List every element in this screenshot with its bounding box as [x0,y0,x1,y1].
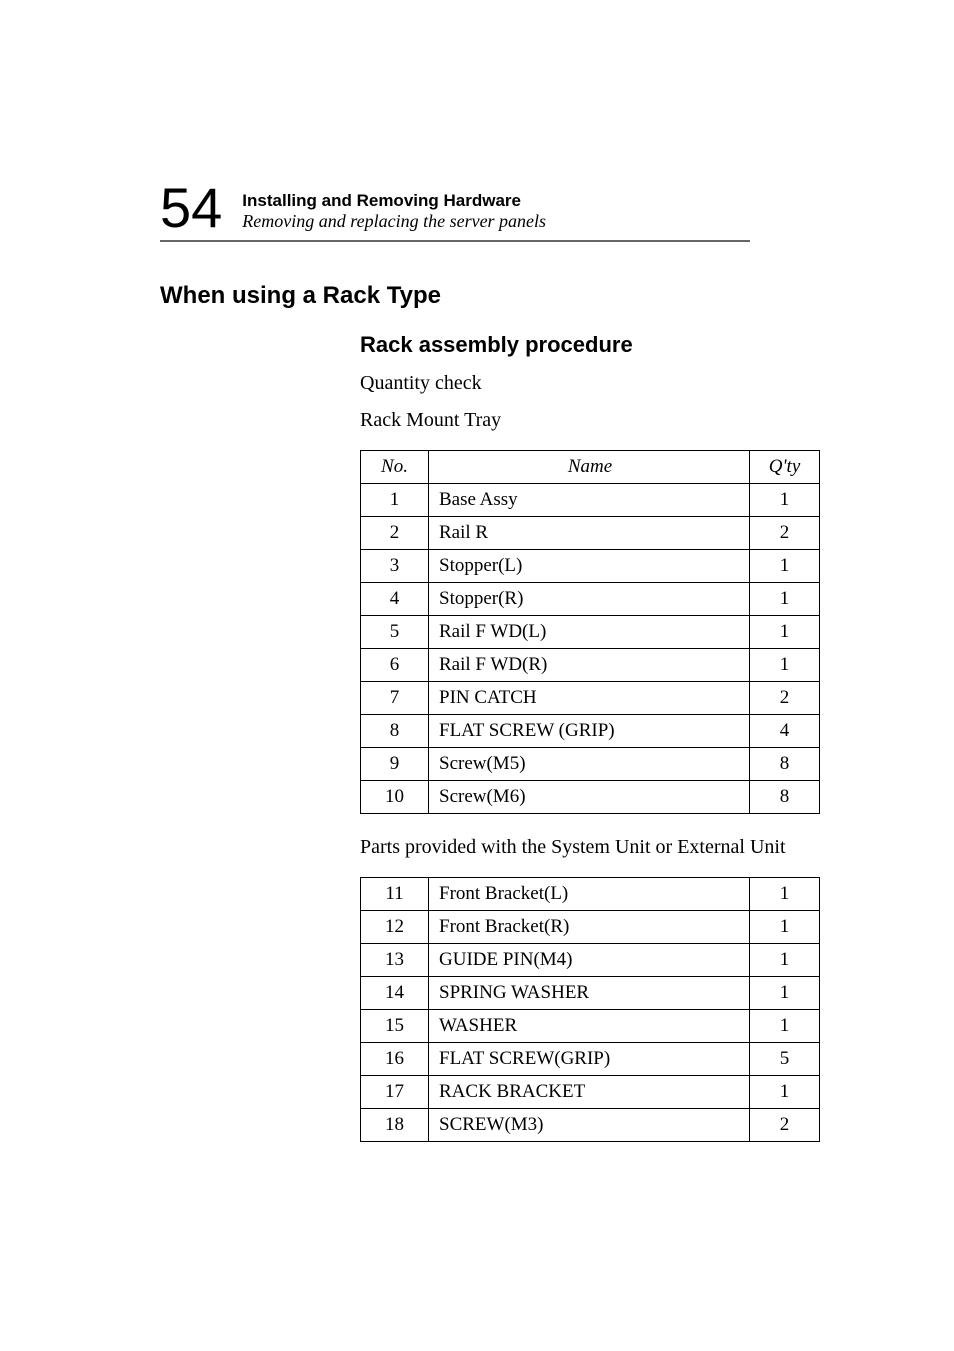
cell-qty: 8 [750,748,820,781]
table-row: 5Rail F WD(L)1 [361,616,820,649]
table-row: 16FLAT SCREW(GRIP)5 [361,1043,820,1076]
cell-qty: 1 [750,484,820,517]
cell-no: 17 [361,1076,429,1109]
cell-no: 4 [361,583,429,616]
cell-name: GUIDE PIN(M4) [429,944,750,977]
cell-qty: 5 [750,1043,820,1076]
cell-no: 16 [361,1043,429,1076]
table-row: 17RACK BRACKET1 [361,1076,820,1109]
page-header: 54 Installing and Removing Hardware Remo… [160,180,824,236]
cell-name: Screw(M6) [429,781,750,814]
section-heading: When using a Rack Type [160,282,824,310]
page-number: 54 [160,180,222,236]
cell-no: 15 [361,1010,429,1043]
table-row: 18SCREW(M3)2 [361,1109,820,1142]
table-row: 15WASHER1 [361,1010,820,1043]
cell-qty: 2 [750,682,820,715]
intro-text-1: Quantity check [360,372,824,395]
cell-qty: 2 [750,1109,820,1142]
table-row: 7PIN CATCH2 [361,682,820,715]
cell-no: 9 [361,748,429,781]
cell-qty: 1 [750,944,820,977]
cell-qty: 1 [750,977,820,1010]
cell-no: 11 [361,878,429,911]
header-rule [160,240,750,242]
cell-no: 5 [361,616,429,649]
table-row: 8FLAT SCREW (GRIP)4 [361,715,820,748]
cell-qty: 8 [750,781,820,814]
cell-no: 13 [361,944,429,977]
cell-no: 8 [361,715,429,748]
cell-name: Base Assy [429,484,750,517]
cell-name: Stopper(L) [429,550,750,583]
chapter-title: Installing and Removing Hardware [242,191,546,211]
cell-qty: 1 [750,616,820,649]
cell-name: WASHER [429,1010,750,1043]
table-row: 4Stopper(R)1 [361,583,820,616]
table-row: 11Front Bracket(L)1 [361,878,820,911]
cell-name: Front Bracket(L) [429,878,750,911]
cell-qty: 1 [750,583,820,616]
col-header-name: Name [429,451,750,484]
cell-qty: 1 [750,1076,820,1109]
cell-no: 7 [361,682,429,715]
cell-no: 14 [361,977,429,1010]
cell-no: 6 [361,649,429,682]
cell-name: Rail F WD(L) [429,616,750,649]
cell-name: SPRING WASHER [429,977,750,1010]
mid-text: Parts provided with the System Unit or E… [360,836,824,859]
table-row: 13GUIDE PIN(M4)1 [361,944,820,977]
cell-name: Screw(M5) [429,748,750,781]
cell-qty: 1 [750,649,820,682]
cell-no: 10 [361,781,429,814]
cell-name: FLAT SCREW (GRIP) [429,715,750,748]
cell-qty: 1 [750,1010,820,1043]
cell-name: Front Bracket(R) [429,911,750,944]
table-row: 6Rail F WD(R)1 [361,649,820,682]
header-text-block: Installing and Removing Hardware Removin… [242,191,546,236]
cell-no: 18 [361,1109,429,1142]
subsection-heading: Rack assembly procedure [360,332,824,358]
cell-name: Rail R [429,517,750,550]
table-row: 12Front Bracket(R)1 [361,911,820,944]
cell-name: FLAT SCREW(GRIP) [429,1043,750,1076]
table-header-row: No. Name Q'ty [361,451,820,484]
cell-qty: 1 [750,550,820,583]
table-row: 1Base Assy1 [361,484,820,517]
page-container: 54 Installing and Removing Hardware Remo… [0,0,954,1142]
chapter-subtitle: Removing and replacing the server panels [242,211,546,232]
cell-no: 2 [361,517,429,550]
col-header-qty: Q'ty [750,451,820,484]
col-header-no: No. [361,451,429,484]
parts-table-1: No. Name Q'ty 1Base Assy1 2Rail R2 3Stop… [360,450,820,814]
cell-qty: 1 [750,911,820,944]
table-row: 9Screw(M5)8 [361,748,820,781]
cell-no: 1 [361,484,429,517]
parts-table-2: 11Front Bracket(L)1 12Front Bracket(R)1 … [360,877,820,1142]
cell-name: Rail F WD(R) [429,649,750,682]
cell-qty: 2 [750,517,820,550]
cell-name: PIN CATCH [429,682,750,715]
table-row: 14SPRING WASHER1 [361,977,820,1010]
table-row: 3Stopper(L)1 [361,550,820,583]
cell-no: 12 [361,911,429,944]
cell-qty: 1 [750,878,820,911]
cell-qty: 4 [750,715,820,748]
cell-name: SCREW(M3) [429,1109,750,1142]
cell-name: RACK BRACKET [429,1076,750,1109]
table-row: 10Screw(M6)8 [361,781,820,814]
intro-text-2: Rack Mount Tray [360,409,824,432]
cell-name: Stopper(R) [429,583,750,616]
table-row: 2Rail R2 [361,517,820,550]
cell-no: 3 [361,550,429,583]
